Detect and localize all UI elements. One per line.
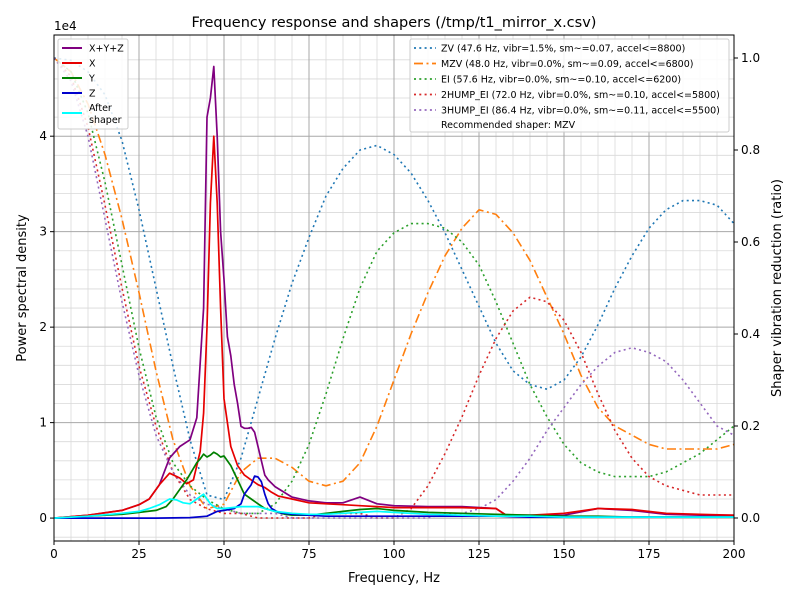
x-tick-label: 200 <box>723 547 746 561</box>
y-right-tick-label: 0.2 <box>741 419 760 433</box>
shaper-line-zv <box>53 57 735 501</box>
y-right-tick-label: 0.6 <box>741 235 760 249</box>
x-tick-label: 175 <box>638 547 661 561</box>
y-tick-label: 4 <box>39 129 47 143</box>
legend-left-label: X <box>89 59 96 70</box>
y-right-tick-label: 1.0 <box>741 51 760 65</box>
shaper-line-mzv <box>53 57 735 510</box>
y-tick-label: 1 <box>39 416 47 430</box>
legend-right-label: 2HUMP_EI (72.0 Hz, vibr=0.0%, sm~=0.10, … <box>441 90 720 101</box>
legend-left-label: After shaper <box>89 103 122 126</box>
x-tick-label: 25 <box>131 547 146 561</box>
y-tick-label: 0 <box>39 511 47 525</box>
legend-right-label: 3HUMP_EI (86.4 Hz, vibr=0.0%, sm~=0.11, … <box>441 106 720 117</box>
legend-right: ZV (47.6 Hz, vibr=1.5%, sm~=0.07, accel<… <box>409 38 730 133</box>
legend-left-label-line: Z <box>89 89 96 100</box>
legend-left-label: X+Y+Z <box>89 44 124 55</box>
x-tick-label: 125 <box>468 547 491 561</box>
y-tick-label: 3 <box>39 225 47 239</box>
shaper-line-ei <box>53 57 735 515</box>
x-tick-label: 150 <box>553 547 576 561</box>
legend-left-label-line: X <box>89 59 96 70</box>
y-axis-label: Power spectral density <box>15 214 30 362</box>
x-tick-label: 50 <box>216 547 231 561</box>
legend-left-label-line: X+Y+Z <box>89 44 124 55</box>
y-tick-label: 2 <box>39 320 47 334</box>
psd-line-after-shaper <box>53 493 734 519</box>
shaper-lines <box>53 57 735 519</box>
legend-left-label-line: shaper <box>89 115 122 126</box>
x-tick-label: 75 <box>301 547 316 561</box>
legend-left-label-line: After <box>89 103 112 114</box>
legend-left-label-line: Y <box>88 74 95 85</box>
y-axis-right-label: Shaper vibration reduction (ratio) <box>770 179 785 397</box>
recommended-shaper-text: Recommended shaper: MZV <box>441 120 576 131</box>
legend-left-box <box>57 38 129 130</box>
x-axis-label: Frequency, Hz <box>348 571 440 586</box>
psd-line-x <box>53 135 735 519</box>
y-right-tick-label: 0.0 <box>741 511 760 525</box>
chart-title: Frequency response and shapers (/tmp/t1_… <box>192 15 597 31</box>
shaper-line-3hump-ei <box>53 57 735 519</box>
legend-left-label: Z <box>89 89 96 100</box>
legend-right-box <box>409 38 730 133</box>
x-tick-label: 0 <box>50 547 58 561</box>
legend-right-label: EI (57.6 Hz, vibr=0.0%, sm~=0.10, accel<… <box>441 75 681 86</box>
y-right-tick-label: 0.8 <box>741 143 760 157</box>
legend-left-label: Y <box>88 74 95 85</box>
x-tick-label: 100 <box>383 547 406 561</box>
legend-left: X+Y+Z XYZ After shaper <box>57 38 129 130</box>
psd-lines <box>53 65 735 519</box>
y-right-tick-label: 0.4 <box>741 327 760 341</box>
psd-line-y <box>53 451 734 519</box>
legend-right-label: ZV (47.6 Hz, vibr=1.5%, sm~=0.07, accel<… <box>441 44 685 55</box>
legend-right-label: MZV (48.0 Hz, vibr=0.0%, sm~=0.09, accel… <box>441 59 693 70</box>
axis-ticks: 0 25 50 75 100 125 150 175 200 0 1 2 3 4 0.0 0.2 0.4 0.6 0… <box>39 51 760 561</box>
y-scale-offset: 1e4 <box>54 19 77 33</box>
